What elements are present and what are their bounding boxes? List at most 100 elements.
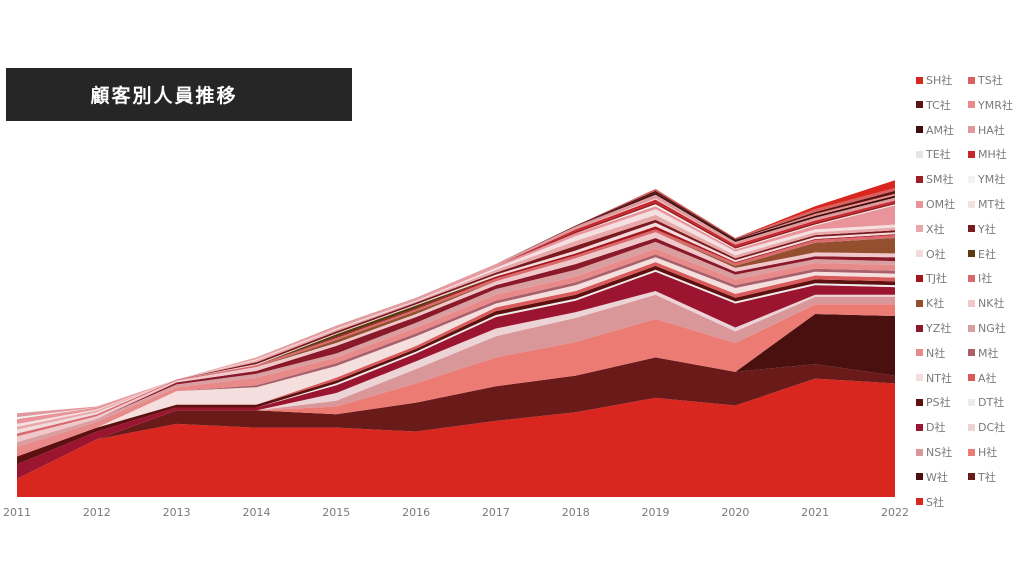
legend-item[interactable]: YZ社 xyxy=(916,320,951,336)
legend-swatch xyxy=(916,200,923,208)
legend-swatch xyxy=(968,101,975,109)
legend-label: K社 xyxy=(926,297,945,311)
legend-swatch xyxy=(916,101,923,109)
x-tick-label: 2012 xyxy=(83,506,111,519)
legend-label: NG社 xyxy=(978,322,1006,335)
legend-item[interactable]: YMR社 xyxy=(968,97,1013,113)
legend-item[interactable]: NK社 xyxy=(968,295,1004,311)
legend-swatch xyxy=(968,398,975,406)
legend-item[interactable]: S社 xyxy=(916,494,944,510)
legend-label: HA社 xyxy=(978,123,1005,137)
legend-label: NS社 xyxy=(926,446,953,459)
legend-item[interactable]: D社 xyxy=(916,419,945,435)
legend-item[interactable]: AM社 xyxy=(916,122,954,138)
legend-swatch xyxy=(916,423,923,431)
legend-label: YZ社 xyxy=(926,322,952,335)
legend-swatch xyxy=(968,225,975,233)
legend-label: M社 xyxy=(978,346,999,360)
legend-swatch xyxy=(916,498,923,506)
legend-item[interactable]: HA社 xyxy=(968,122,1005,138)
legend-swatch xyxy=(968,374,975,382)
legend-item[interactable]: W社 xyxy=(916,469,948,485)
legend-label: N社 xyxy=(926,346,946,360)
legend-swatch xyxy=(968,250,975,258)
legend-item[interactable]: SH社 xyxy=(916,72,952,88)
legend-item[interactable]: X社 xyxy=(916,221,945,237)
legend-item[interactable]: M社 xyxy=(968,345,999,361)
x-tick-label: 2011 xyxy=(3,506,31,519)
legend-label: MH社 xyxy=(978,148,1007,162)
legend-label: T社 xyxy=(978,470,996,484)
legend-label: SM社 xyxy=(926,173,954,187)
legend-swatch xyxy=(916,324,923,332)
legend-item[interactable]: I社 xyxy=(968,270,992,286)
legend-item[interactable]: TS社 xyxy=(968,72,1003,88)
legend-item[interactable]: OM社 xyxy=(916,196,955,212)
legend-item[interactable]: K社 xyxy=(916,295,944,311)
legend-swatch xyxy=(916,175,923,183)
x-tick-label: 2015 xyxy=(322,506,350,519)
legend-label: OM社 xyxy=(926,198,956,211)
legend-swatch xyxy=(916,473,923,481)
legend-label: NK社 xyxy=(978,297,1005,311)
legend-item[interactable]: TE社 xyxy=(916,146,951,162)
legend-item[interactable]: DT社 xyxy=(968,394,1004,410)
legend-label: D社 xyxy=(926,421,946,435)
legend-label: TC社 xyxy=(926,98,951,112)
legend-swatch xyxy=(916,398,923,406)
legend-label: TE社 xyxy=(926,148,951,162)
legend-item[interactable]: Y社 xyxy=(968,221,996,237)
x-tick-label: 2017 xyxy=(482,506,510,519)
legend-item[interactable]: PS社 xyxy=(916,394,951,410)
legend-item[interactable]: MT社 xyxy=(968,196,1005,212)
legend-swatch xyxy=(916,225,923,233)
area-series-K社 xyxy=(17,232,895,437)
legend-swatch xyxy=(916,76,923,84)
area-series-H社 xyxy=(17,304,895,479)
legend-item[interactable]: YM社 xyxy=(968,171,1005,187)
legend-item[interactable]: N社 xyxy=(916,345,945,361)
x-tick-label: 2016 xyxy=(402,506,430,519)
legend-item[interactable]: T社 xyxy=(968,469,996,485)
legend-item[interactable]: TC社 xyxy=(916,97,951,113)
area-series-S社 xyxy=(17,378,895,497)
legend-label: I社 xyxy=(978,272,993,286)
legend-item[interactable]: NS社 xyxy=(916,444,952,460)
legend-item[interactable]: SM社 xyxy=(916,171,953,187)
area-series-X社 xyxy=(17,214,895,430)
legend-label: SH社 xyxy=(926,74,953,87)
legend-item[interactable]: NT社 xyxy=(916,370,952,386)
area-series-D社 xyxy=(17,271,895,479)
legend-label: YMR社 xyxy=(978,98,1013,112)
area-series-N社 xyxy=(17,248,895,457)
legend-item[interactable]: O社 xyxy=(916,246,946,262)
legend-item[interactable]: A社 xyxy=(968,370,997,386)
legend-swatch xyxy=(968,175,975,183)
chart-title-box: 顧客別人員推移 xyxy=(6,68,352,121)
legend-item[interactable]: E社 xyxy=(968,246,996,262)
legend-swatch xyxy=(968,423,975,431)
x-tick-label: 2018 xyxy=(562,506,590,519)
x-tick-label: 2013 xyxy=(163,506,191,519)
legend-label: H社 xyxy=(978,446,998,459)
legend-item[interactable]: NG社 xyxy=(968,320,1006,336)
x-tick-label: 2019 xyxy=(642,506,670,519)
legend-label: W社 xyxy=(926,470,948,484)
area-series-W社 xyxy=(17,314,895,479)
legend-item[interactable]: DC社 xyxy=(968,419,1005,435)
legend-swatch xyxy=(916,250,923,258)
legend-label: TJ社 xyxy=(926,272,947,286)
legend-item[interactable]: H社 xyxy=(968,444,997,460)
legend-label: O社 xyxy=(926,247,946,261)
legend-item[interactable]: MH社 xyxy=(968,146,1007,162)
area-series-T社 xyxy=(17,357,895,479)
legend-swatch xyxy=(968,274,975,282)
legend-label: A社 xyxy=(978,371,997,385)
legend-item[interactable]: TJ社 xyxy=(916,270,947,286)
legend-swatch xyxy=(968,126,975,134)
legend-swatch xyxy=(916,374,923,382)
legend-label: DC社 xyxy=(978,421,1006,435)
legend-swatch xyxy=(968,76,975,84)
legend-label: YM社 xyxy=(978,173,1006,187)
legend-swatch xyxy=(968,324,975,332)
